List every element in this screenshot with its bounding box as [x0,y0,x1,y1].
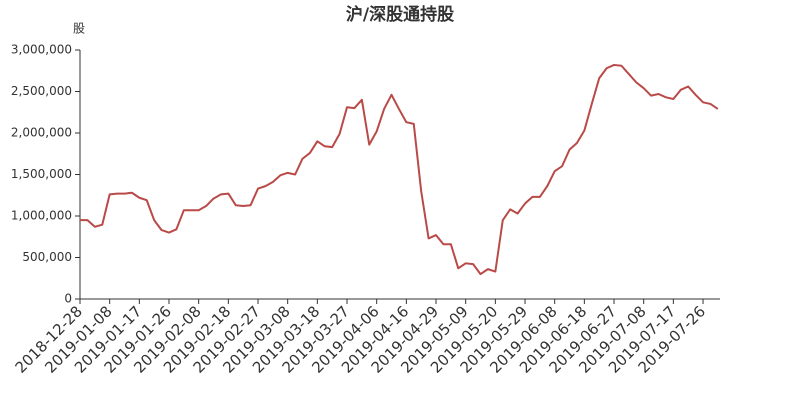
y-tick-label: 1,500,000 [11,167,72,181]
y-tick-label: 2,500,000 [11,84,72,98]
chart-title: 沪/深股通持股 [346,4,454,25]
y-tick-label: 1,000,000 [11,209,72,223]
y-tick-label: 0 [64,292,72,306]
y-tick-label: 2,000,000 [11,126,72,140]
y-tick-label: 500,000 [22,250,72,264]
y-axis-label: 股 [73,22,85,36]
y-tick-label: 3,000,000 [11,43,72,57]
data-line [80,63,719,276]
